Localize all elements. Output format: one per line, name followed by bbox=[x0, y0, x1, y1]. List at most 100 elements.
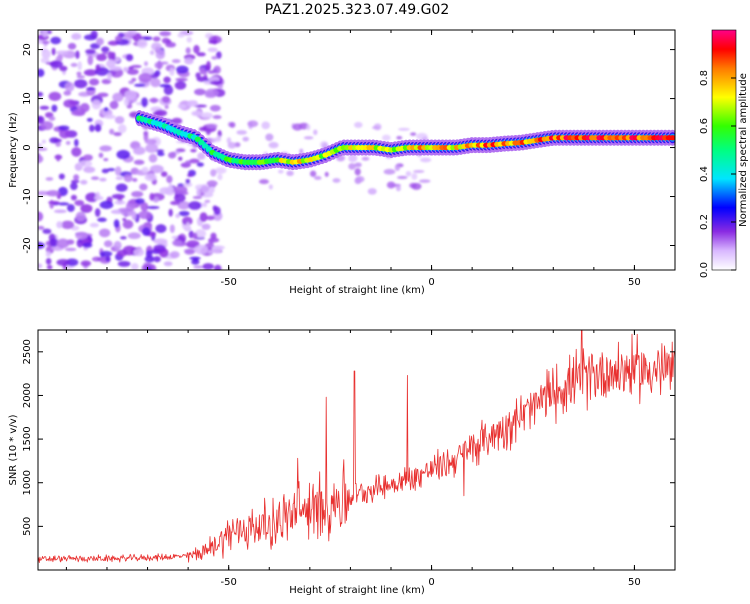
spectrogram-y-tick-label: 0 bbox=[22, 144, 33, 150]
noise-blob bbox=[192, 232, 198, 240]
noise-blob bbox=[383, 168, 396, 175]
noise-blob bbox=[405, 170, 412, 177]
noise-blob bbox=[96, 53, 107, 62]
noise-blob bbox=[64, 247, 77, 252]
figure-title: PAZ1.2025.323.07.49.G02 bbox=[265, 2, 450, 18]
noise-blob bbox=[51, 104, 58, 112]
noise-blob bbox=[104, 114, 116, 120]
noise-blob bbox=[159, 31, 172, 37]
noise-blob bbox=[199, 212, 208, 222]
noise-blob bbox=[128, 80, 135, 85]
noise-blob bbox=[178, 210, 190, 217]
noise-blob bbox=[58, 173, 65, 180]
noise-blob bbox=[212, 205, 218, 212]
noise-blob bbox=[148, 153, 158, 163]
noise-blob bbox=[361, 156, 370, 161]
noise-blob bbox=[185, 178, 191, 184]
noise-blob bbox=[63, 99, 77, 108]
noise-blob bbox=[38, 115, 45, 125]
noise-blob bbox=[102, 51, 109, 55]
snr-y-tick-label: 2500 bbox=[22, 339, 33, 364]
noise-blob bbox=[145, 266, 153, 270]
noise-blob bbox=[192, 257, 199, 262]
noise-blob bbox=[115, 183, 128, 192]
noise-blob bbox=[184, 160, 192, 166]
noise-blob bbox=[207, 249, 214, 254]
noise-blob bbox=[146, 205, 160, 210]
noise-blob bbox=[133, 83, 146, 87]
noise-blob bbox=[103, 107, 109, 112]
noise-blob bbox=[131, 210, 137, 221]
noise-blob bbox=[86, 117, 93, 122]
noise-blob bbox=[205, 127, 211, 136]
noise-blob bbox=[88, 78, 100, 86]
noise-blob bbox=[38, 91, 44, 97]
noise-blob bbox=[367, 188, 377, 195]
noise-blob bbox=[75, 211, 86, 222]
noise-blob bbox=[133, 146, 146, 155]
noise-blob bbox=[217, 173, 223, 181]
noise-blob bbox=[395, 185, 401, 192]
noise-blob bbox=[324, 171, 329, 177]
noise-blob bbox=[163, 85, 174, 96]
noise-blob bbox=[206, 60, 211, 71]
noise-blob bbox=[211, 245, 222, 254]
noise-blob bbox=[413, 169, 425, 173]
noise-blob bbox=[74, 199, 85, 206]
noise-blob bbox=[196, 187, 201, 198]
noise-blob bbox=[99, 145, 112, 152]
snr-series-line bbox=[38, 330, 675, 563]
noise-blob bbox=[89, 222, 99, 228]
noise-blob bbox=[355, 176, 365, 183]
noise-blob bbox=[178, 156, 183, 161]
noise-blob bbox=[59, 65, 68, 72]
noise-blob bbox=[46, 265, 53, 270]
noise-blob bbox=[268, 141, 279, 149]
noise-blob bbox=[122, 245, 137, 256]
noise-blob bbox=[95, 191, 101, 200]
noise-blob bbox=[56, 238, 70, 249]
noise-blob bbox=[41, 139, 46, 144]
noise-blob bbox=[75, 50, 80, 60]
noise-blob bbox=[95, 64, 101, 72]
noise-blob bbox=[80, 179, 88, 185]
noise-blob bbox=[183, 182, 193, 188]
noise-blob bbox=[411, 182, 422, 190]
noise-blob bbox=[98, 228, 111, 238]
noise-blob bbox=[247, 120, 259, 128]
noise-blob bbox=[213, 264, 222, 270]
noise-blob bbox=[157, 152, 165, 157]
noise-blob bbox=[196, 52, 206, 57]
noise-blob bbox=[45, 177, 54, 181]
noise-blob bbox=[419, 157, 432, 163]
noise-blob bbox=[120, 236, 127, 240]
noise-blob bbox=[56, 221, 63, 229]
ridge-cell bbox=[198, 139, 205, 146]
noise-blob bbox=[354, 168, 361, 176]
noise-blob bbox=[71, 110, 86, 116]
snr-y-tick-label: 2000 bbox=[22, 383, 33, 408]
noise-blob bbox=[58, 125, 70, 131]
noise-blob bbox=[209, 80, 223, 85]
colorbar-frame bbox=[711, 29, 737, 271]
noise-blob bbox=[109, 100, 119, 110]
noise-blob bbox=[86, 87, 96, 91]
noise-blob bbox=[190, 148, 197, 153]
spectrogram-x-axis-label: Height of straight line (km) bbox=[289, 285, 425, 296]
noise-blob bbox=[87, 55, 94, 66]
noise-blob bbox=[171, 59, 181, 64]
noise-blob bbox=[163, 76, 171, 84]
snr-panel: -50 0 50 500 1000 1500 2000 2500 Height of stra… bbox=[8, 329, 676, 596]
noise-blob bbox=[313, 129, 318, 136]
noise-blob bbox=[332, 178, 341, 183]
noise-blob bbox=[186, 36, 192, 43]
noise-blob bbox=[131, 190, 144, 198]
noise-blob bbox=[83, 69, 98, 76]
noise-blob bbox=[214, 167, 227, 174]
noise-blob bbox=[97, 217, 107, 222]
noise-blob bbox=[49, 238, 59, 247]
snr-x-tick-label: -50 bbox=[221, 577, 237, 588]
noise-blob bbox=[169, 67, 175, 76]
noise-blob bbox=[132, 178, 138, 182]
noise-blob bbox=[114, 200, 126, 205]
